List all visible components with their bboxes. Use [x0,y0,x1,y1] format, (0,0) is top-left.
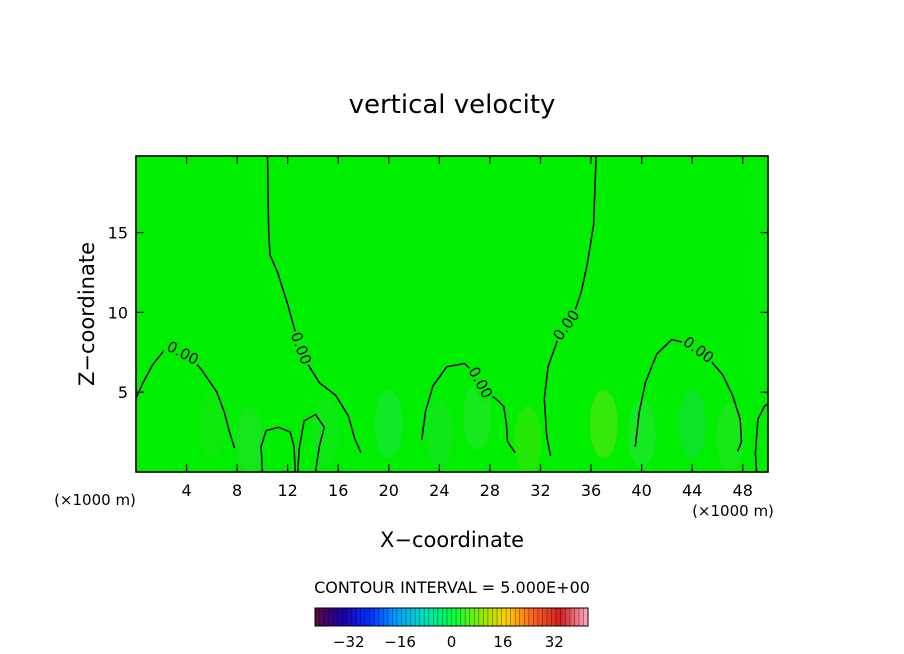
colorbar-tick-label: −32 [333,633,365,651]
contour-label-bg [464,363,497,403]
y-axis-ticks: 5 10 15 [108,224,768,402]
colorbar-tick-labels: −32 −16 0 16 32 [333,633,564,651]
x-tick-label: 20 [379,481,399,500]
contour-line [297,413,326,472]
colorbar-tick-label: 0 [447,633,457,651]
field-variations [197,382,745,472]
field-blotch [425,399,454,468]
chart-title: vertical velocity [349,90,556,120]
y-tick-label: 5 [118,383,128,402]
contour-interval-text: CONTOUR INTERVAL = 5.000E+00 [314,578,590,597]
contour-line [260,426,297,472]
x-tick-label: 8 [232,481,242,500]
field-blotch [235,406,264,472]
y-axis-label: Z−coordinate [75,242,99,386]
x-tick-label: 32 [530,481,550,500]
x-axis-label: X−coordinate [380,528,524,552]
x-unit-right: (×1000 m) [692,502,774,520]
field-blotch [311,398,340,467]
field-blotch [716,402,745,471]
contour-label-bg [679,332,718,368]
x-tick-label: 28 [480,481,500,500]
colorbar-tick-label: 32 [545,633,564,651]
x-tick-label: 24 [429,481,449,500]
contour-label-bg [287,328,315,368]
x-tick-label: 40 [631,481,651,500]
plot-frame [135,155,769,473]
x-unit-left: (×1000 m) [54,491,136,509]
field-blotch [513,406,542,472]
x-tick-label: 48 [733,481,753,500]
colorbar-tick-label: −16 [384,633,416,651]
field-blotch [627,399,656,468]
x-tick-label: 12 [278,481,298,500]
contour-labels: 0.000.000.000.000.00 [163,305,718,403]
contour-label-bg [163,337,203,369]
x-tick-label: 44 [682,481,702,500]
field-blotch [678,390,707,459]
contour-label-bg [549,305,584,345]
x-tick-label: 16 [328,481,348,500]
field-blotch [374,390,403,459]
x-tick-label: 36 [581,481,601,500]
y-tick-label: 15 [108,224,128,243]
y-tick-label: 10 [108,303,128,322]
x-axis-ticks: 4 8 12 16 20 24 28 32 36 40 44 48 [181,156,753,500]
x-tick-label: 4 [181,481,191,500]
plot-field [136,156,768,472]
contour-line [754,402,768,472]
colorbar-segments [319,608,584,626]
field-blotch [197,390,226,459]
colorbar-tick-label: 16 [493,633,512,651]
field-blotch [589,390,618,459]
